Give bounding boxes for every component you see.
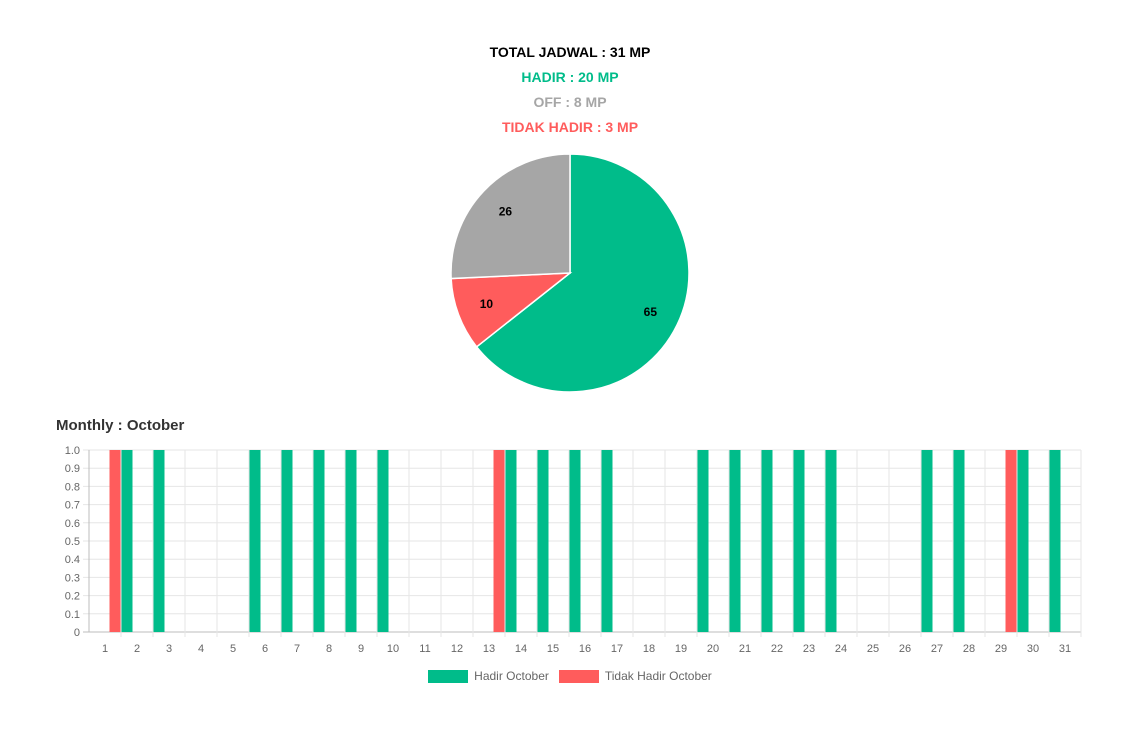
hadir-bar-23[interactable] (793, 450, 805, 632)
hadir-bar-28[interactable] (953, 450, 965, 632)
x-tick-label: 22 (771, 643, 783, 655)
y-tick-label: 0.5 (65, 536, 80, 548)
x-tick-label: 14 (515, 643, 527, 655)
tidak-hadir-bar-13[interactable] (493, 450, 505, 632)
y-tick-label: 0.7 (65, 500, 80, 512)
monthly-bar-chart: 00.10.20.30.40.50.60.70.80.91.01 2 3 4 5 6 7 8 9… (65, 445, 1082, 655)
hadir-bar-27[interactable] (921, 450, 933, 632)
hadir-bar-22[interactable] (761, 450, 773, 632)
y-tick-label: 0.8 (65, 481, 80, 493)
pie-slice-10[interactable] (450, 272, 573, 348)
x-tick-label: 12 (451, 643, 463, 655)
hadir-bar-31[interactable] (1049, 450, 1061, 632)
x-tick-label: 30 (1027, 643, 1039, 655)
y-tick-label: 0.2 (65, 591, 80, 603)
total-schedule-label: TOTAL JADWAL : 31 MP (489, 44, 651, 60)
y-tick-label: 0.9 (65, 463, 80, 475)
x-tick-label: 17 (611, 643, 623, 655)
x-tick-label: 11 (419, 643, 430, 655)
x-tick-label: 6 (262, 643, 268, 655)
attendance-summary: TOTAL JADWAL : 31 MP HADIR : 20 MP OFF :… (0, 40, 1140, 140)
x-tick-label: 18 (643, 643, 655, 655)
legend-swatch-hadir (428, 669, 469, 683)
y-tick-label: 0 (74, 627, 80, 639)
x-tick-label: 29 (995, 643, 1007, 655)
x-tick-label: 25 (867, 643, 879, 655)
hadir-bar-10[interactable] (377, 450, 389, 632)
hadir-bar-15[interactable] (537, 450, 549, 632)
x-tick-label: 20 (707, 643, 719, 655)
hadir-bar-14[interactable] (505, 450, 517, 632)
y-tick-label: 1.0 (65, 445, 80, 457)
hadir-bar-24[interactable] (825, 450, 837, 632)
legend-swatch-tidak-hadir (558, 669, 599, 683)
x-tick-label: 13 (483, 643, 495, 655)
hadir-bar-16[interactable] (569, 450, 581, 632)
x-tick-label: 27 (931, 643, 943, 655)
x-tick-label: 23 (803, 643, 815, 655)
hadir-bar-9[interactable] (345, 450, 357, 632)
pie-slice-26[interactable] (450, 153, 571, 280)
x-tick-label: 3 (166, 643, 172, 655)
hadir-bar-6[interactable] (249, 450, 261, 632)
present-count-label: HADIR : 20 MP (521, 69, 619, 85)
y-tick-label: 0.3 (65, 572, 80, 584)
x-tick-label: 4 (198, 643, 204, 655)
x-tick-label: 15 (547, 643, 559, 655)
x-tick-label: 9 (358, 643, 364, 655)
chart-legend: Hadir October Tidak Hadir October (0, 669, 1140, 683)
hadir-bar-20[interactable] (697, 450, 709, 632)
tidak-hadir-bar-29[interactable] (1005, 450, 1017, 632)
legend-item-tidak-hadir[interactable]: Tidak Hadir October (558, 669, 712, 683)
hadir-bar-3[interactable] (153, 450, 165, 632)
y-tick-label: 0.6 (65, 518, 80, 530)
pie-slice-value-label: 65 (644, 305, 658, 319)
x-tick-label: 31 (1059, 643, 1071, 655)
pie-slice-value-label: 26 (499, 204, 513, 218)
pie-slice-65[interactable] (475, 153, 690, 393)
hadir-bar-17[interactable] (601, 450, 613, 632)
x-tick-label: 28 (963, 643, 975, 655)
x-tick-label: 21 (739, 643, 751, 655)
x-tick-label: 5 (230, 643, 236, 655)
off-count-label: OFF : 8 MP (533, 94, 607, 110)
x-tick-label: 2 (134, 643, 140, 655)
hadir-bar-2[interactable] (121, 450, 133, 632)
hadir-bar-8[interactable] (313, 450, 325, 632)
x-tick-label: 24 (835, 643, 847, 655)
legend-item-hadir[interactable]: Hadir October (428, 669, 549, 683)
hadir-bar-7[interactable] (281, 450, 293, 632)
pie-slice-value-label: 10 (480, 297, 494, 311)
hadir-bar-21[interactable] (729, 450, 741, 632)
absent-count-label: TIDAK HADIR : 3 MP (501, 119, 639, 135)
y-tick-label: 0.4 (65, 554, 80, 566)
y-tick-label: 0.1 (65, 609, 80, 621)
x-tick-label: 26 (899, 643, 911, 655)
x-tick-label: 8 (326, 643, 332, 655)
attendance-pie-chart: 65 10 26 (450, 153, 690, 393)
x-tick-label: 16 (579, 643, 591, 655)
x-tick-label: 19 (675, 643, 687, 655)
monthly-chart-title: Monthly : October (56, 417, 185, 434)
tidak-hadir-bar-1[interactable] (109, 450, 121, 632)
legend-label-tidak-hadir: Tidak Hadir October (604, 669, 712, 683)
x-tick-label: 7 (294, 643, 300, 655)
x-tick-label: 1 (102, 643, 108, 655)
x-tick-label: 10 (387, 643, 399, 655)
legend-label-hadir: Hadir October (474, 669, 549, 683)
hadir-bar-30[interactable] (1017, 450, 1029, 632)
